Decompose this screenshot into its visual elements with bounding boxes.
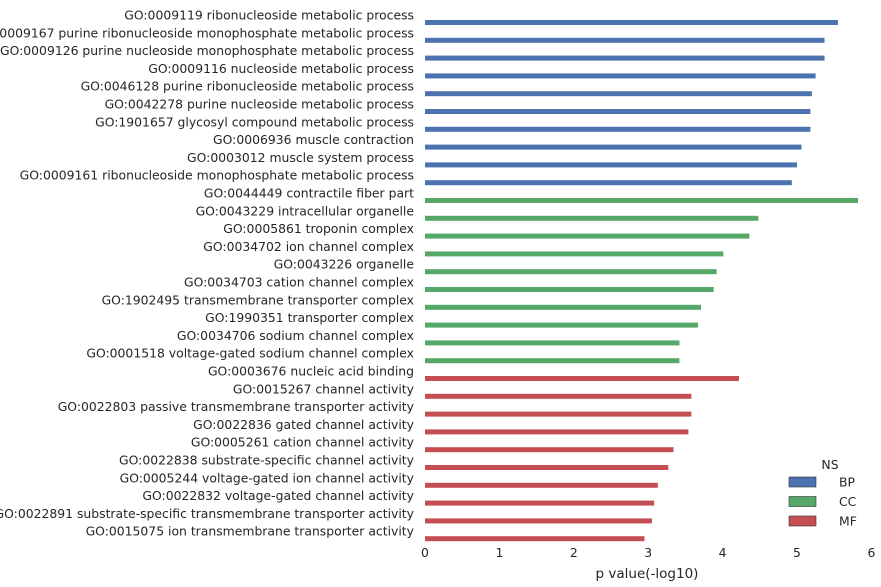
category-label: GO:0003012 muscle system process xyxy=(187,150,414,165)
category-label: GO:0009161 ribonucleoside monophosphate … xyxy=(20,168,414,183)
category-label: GO:0005861 troponin complex xyxy=(223,221,414,236)
bar-mf xyxy=(425,500,655,506)
x-tick-label: 3 xyxy=(644,545,652,560)
x-tick-label: 5 xyxy=(793,545,801,560)
category-label: GO:0034703 cation channel complex xyxy=(184,275,414,290)
category-label: GO:0005244 voltage-gated ion channel act… xyxy=(120,470,414,485)
category-label: GO:0015267 channel activity xyxy=(233,381,414,396)
bar-bp xyxy=(425,20,838,25)
bar-bp xyxy=(425,180,792,186)
bar-cc xyxy=(425,358,680,364)
bar-cc xyxy=(425,304,702,310)
x-tick-label: 0 xyxy=(421,545,429,560)
x-tick-label: 4 xyxy=(719,545,727,560)
category-label: GO:0046128 purine ribonucleoside metabol… xyxy=(81,79,414,94)
legend-label-bp: BP xyxy=(839,475,856,490)
bar-cc xyxy=(425,322,699,328)
category-label: GO:1902495 transmembrane transporter com… xyxy=(102,292,414,307)
category-label: GO:0043229 intracellular organelle xyxy=(196,203,414,218)
bar-mf xyxy=(425,518,652,524)
bar-cc xyxy=(425,287,714,292)
category-label: GO:0001518 voltage-gated sodium channel … xyxy=(86,346,414,361)
x-tick-label: 1 xyxy=(495,545,503,560)
legend-label-mf: MF xyxy=(839,514,857,529)
bar-mf xyxy=(425,393,692,399)
bar-mf xyxy=(425,376,739,381)
bar-mf xyxy=(425,465,669,470)
category-label: GO:0005261 cation channel activity xyxy=(191,435,414,450)
legend-swatch-bp xyxy=(788,476,817,488)
category-label: GO:1990351 transporter complex xyxy=(205,310,414,325)
bar-bp xyxy=(425,73,816,79)
bar-mf xyxy=(425,429,689,435)
category-label: GO:0043226 organelle xyxy=(274,257,414,272)
bar-cc xyxy=(425,340,680,346)
category-label: GO:0009119 ribonucleoside metabolic proc… xyxy=(124,8,414,23)
bar-bp xyxy=(425,91,812,97)
bar-mf xyxy=(425,411,692,417)
category-label: GO:0022803 passive transmembrane transpo… xyxy=(58,399,414,414)
x-axis-ticks: 0 1 2 3 4 5 6 xyxy=(421,545,875,560)
bar-cc xyxy=(425,233,750,239)
bar-cc xyxy=(425,215,759,221)
bar-mf xyxy=(425,536,645,542)
x-tick-label: 6 xyxy=(867,545,875,560)
bar-bp xyxy=(425,109,811,114)
legend-swatch-mf xyxy=(788,515,817,527)
category-label: GO:0034702 ion channel complex xyxy=(203,239,414,254)
category-label: GO:1901657 glycosyl compound metabolic p… xyxy=(95,114,414,129)
x-tick-label: 2 xyxy=(570,545,578,560)
bar-bp xyxy=(425,55,825,61)
legend-swatch-cc xyxy=(788,496,817,507)
bar-bp xyxy=(425,126,811,132)
category-label: GO:0015075 ion transmembrane transporter… xyxy=(86,524,414,539)
bar-bp xyxy=(425,144,802,150)
bar-cc xyxy=(425,198,859,203)
legend-label-cc: CC xyxy=(839,494,856,509)
category-label: GO:0022838 substrate-specific channel ac… xyxy=(119,453,414,468)
bar-mf xyxy=(425,447,674,453)
category-labels: GO:0009119 ribonucleoside metabolic proc… xyxy=(0,8,414,539)
legend-title: NS xyxy=(821,457,838,472)
category-label: GO:0022836 gated channel activity xyxy=(193,417,414,432)
category-label: GO:0044449 contractile fiber part xyxy=(204,186,414,201)
category-label: GO:0003676 nucleic acid binding xyxy=(208,364,414,379)
category-label: GO:0022832 voltage-gated channel activit… xyxy=(142,488,414,503)
category-label: GO:0009116 nucleoside metabolic process xyxy=(148,61,414,76)
category-label: GO:0042278 purine nucleoside metabolic p… xyxy=(105,97,414,112)
category-label: GO:0006936 muscle contraction xyxy=(213,132,414,147)
category-label: GO:0009167 purine ribonucleoside monopho… xyxy=(0,25,414,40)
legend: NS BP CC MF xyxy=(788,457,857,529)
category-label: GO:0034706 sodium channel complex xyxy=(177,328,414,343)
bar-bp xyxy=(425,162,797,168)
category-label: GO:0009126 purine nucleoside monophospha… xyxy=(0,43,414,58)
plot-area xyxy=(425,20,859,542)
x-axis-title: p value(-log10) xyxy=(596,566,699,582)
bar-bp xyxy=(425,37,825,43)
category-label: GO:0022891 substrate-specific transmembr… xyxy=(0,506,414,521)
bar-cc xyxy=(425,269,717,275)
bar-mf xyxy=(425,482,658,488)
bar-cc xyxy=(425,251,724,257)
